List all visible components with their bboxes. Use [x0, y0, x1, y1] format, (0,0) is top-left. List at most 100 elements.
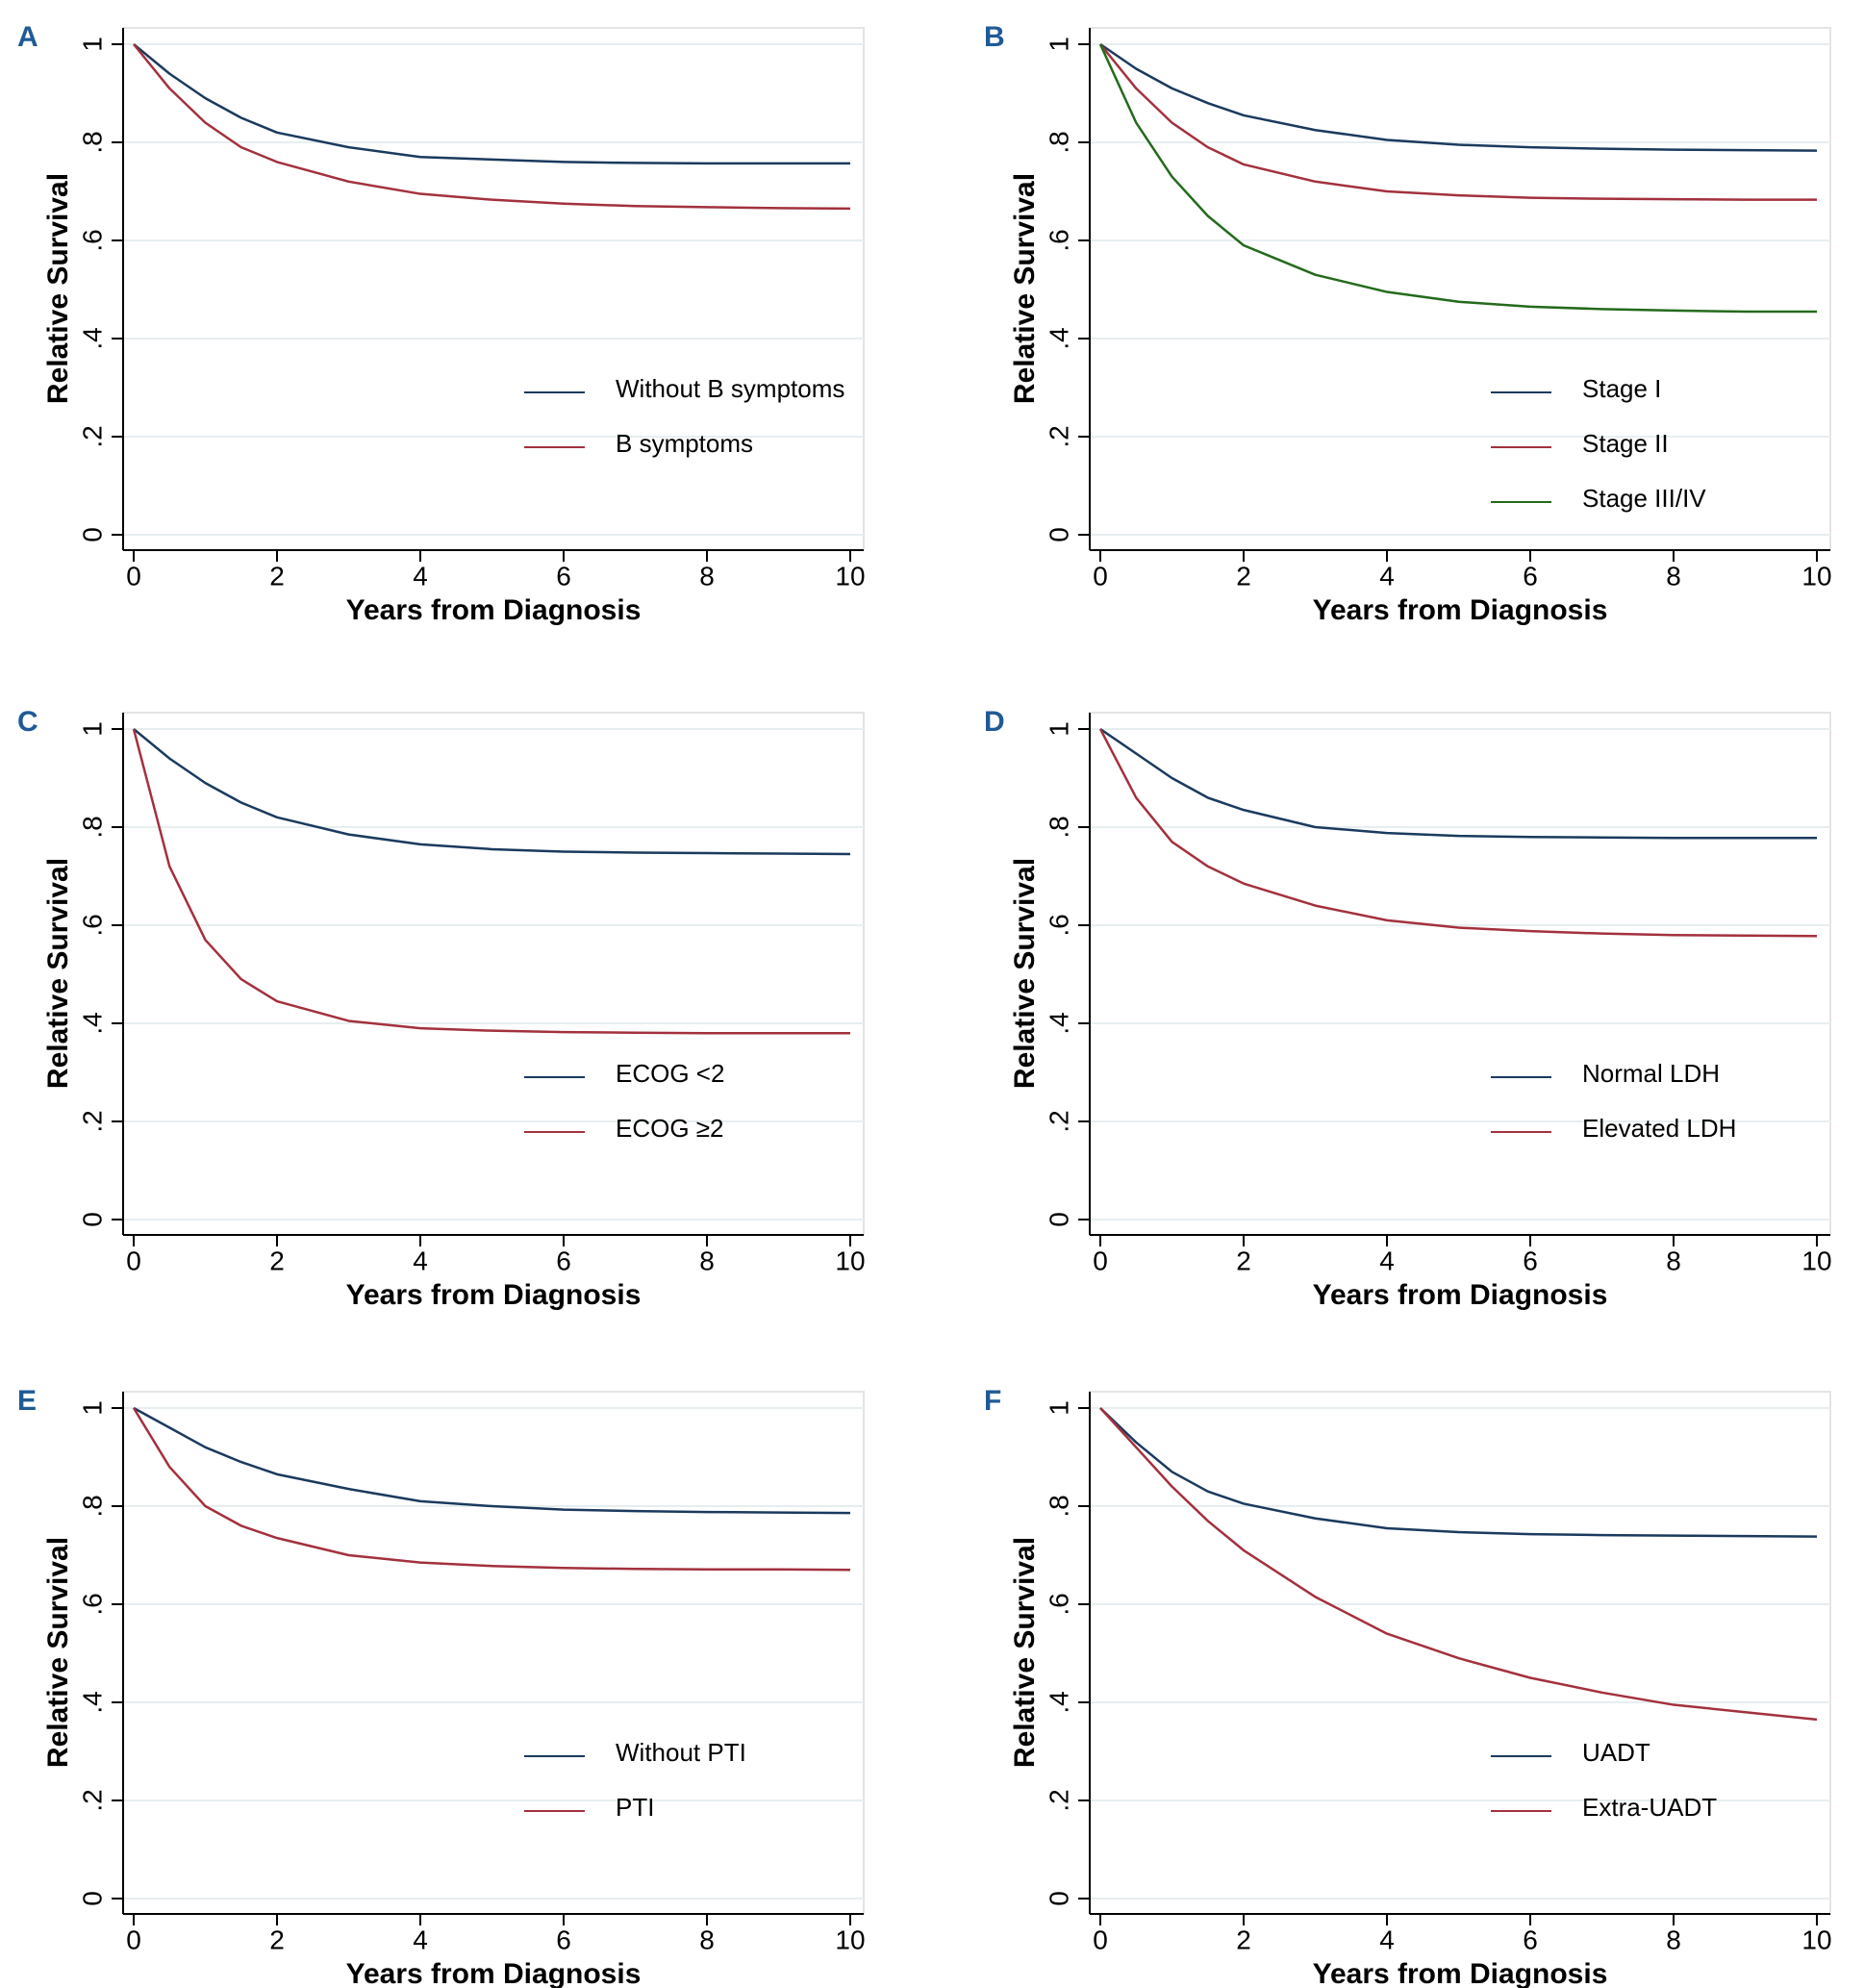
y-tick-label: .6 — [77, 914, 107, 936]
x-tick-label: 6 — [556, 561, 571, 591]
x-tick-label: 2 — [1236, 1246, 1251, 1275]
x-tick-label: 0 — [126, 1925, 141, 1954]
panel-label: E — [17, 1385, 37, 1417]
y-tick-label: 1 — [1044, 1400, 1073, 1416]
y-tick-label: .2 — [1044, 425, 1073, 447]
y-axis-title: Relative Survival — [42, 1537, 74, 1768]
plot-frame — [1089, 1391, 1831, 1915]
y-tick-label: .4 — [77, 1691, 107, 1713]
y-tick-label: 1 — [77, 721, 107, 737]
series-line — [132, 1407, 851, 1572]
x-axis-title: Years from Diagnosis — [1313, 1279, 1608, 1311]
legend-label: Without PTI — [616, 1738, 746, 1767]
x-tick-label: 2 — [269, 561, 285, 591]
y-tick-label: .8 — [1044, 1495, 1073, 1517]
panel-label: F — [984, 1385, 1001, 1417]
x-tick-label: 8 — [699, 1246, 715, 1275]
x-tick-label: 4 — [1379, 1925, 1395, 1954]
y-axis-title: Relative Survival — [1009, 858, 1041, 1089]
series-line — [1098, 43, 1817, 314]
y-axis-title: Relative Survival — [1009, 173, 1041, 404]
y-tick-label: 1 — [1044, 721, 1073, 737]
y-axis-title: Relative Survival — [42, 173, 74, 404]
legend-label: B symptoms — [616, 429, 753, 458]
x-tick-label: 0 — [126, 561, 141, 591]
y-tick-label: .2 — [77, 1789, 107, 1811]
y-tick-label: 0 — [1044, 527, 1073, 542]
legend-label: Stage III/IV — [1582, 484, 1706, 513]
x-tick-label: 10 — [1801, 1925, 1831, 1954]
x-tick-label: 6 — [1523, 561, 1538, 591]
x-tick-label: 8 — [699, 561, 715, 591]
y-tick-label: 1 — [1044, 37, 1073, 52]
y-tick-label: .8 — [77, 1495, 107, 1517]
legend-label: ECOG ≥2 — [616, 1114, 724, 1143]
x-tick-label: 2 — [1236, 1925, 1251, 1954]
x-tick-label: 0 — [1093, 1925, 1108, 1954]
x-tick-label: 8 — [1666, 561, 1681, 591]
plot-frame — [1089, 27, 1831, 551]
legend-label: Stage II — [1582, 429, 1669, 458]
x-tick-label: 4 — [413, 1246, 428, 1275]
legend-label: Elevated LDH — [1582, 1114, 1736, 1143]
x-tick-label: 10 — [835, 1925, 865, 1954]
plot-frame — [122, 712, 865, 1236]
series-line — [1098, 728, 1818, 938]
series-line — [133, 1406, 851, 1515]
y-tick-label: .2 — [1044, 1789, 1073, 1811]
legend-label: PTI — [616, 1793, 654, 1822]
x-tick-label: 4 — [413, 1925, 428, 1954]
x-tick-label: 0 — [1093, 561, 1108, 591]
x-axis-title: Years from Diagnosis — [346, 594, 642, 626]
y-tick-label: .8 — [77, 816, 107, 838]
series-line — [132, 728, 850, 1035]
y-tick-label: .4 — [77, 1012, 107, 1034]
y-tick-label: .6 — [77, 229, 107, 251]
x-tick-label: 6 — [1523, 1925, 1538, 1954]
series-line — [133, 43, 851, 211]
legend-label: UADT — [1582, 1738, 1650, 1767]
y-tick-label: .4 — [77, 327, 107, 349]
x-tick-label: 10 — [835, 561, 865, 591]
x-axis-title: Years from Diagnosis — [346, 1279, 642, 1311]
x-tick-label: 4 — [1379, 1246, 1395, 1275]
x-tick-label: 8 — [1666, 1246, 1681, 1275]
y-tick-label: 1 — [77, 1400, 107, 1416]
x-tick-label: 10 — [1801, 1246, 1831, 1275]
x-tick-label: 6 — [556, 1246, 571, 1275]
y-tick-label: .2 — [77, 425, 107, 447]
y-axis-title: Relative Survival — [42, 858, 74, 1089]
panel-label: A — [17, 21, 38, 53]
y-tick-label: .6 — [1044, 1593, 1073, 1615]
legend-label: Normal LDH — [1582, 1059, 1720, 1088]
x-tick-label: 6 — [1523, 1246, 1538, 1275]
y-tick-label: .2 — [77, 1110, 107, 1132]
series-line — [1099, 1407, 1818, 1538]
series-line — [1099, 727, 1817, 840]
y-tick-label: 0 — [1044, 1891, 1073, 1906]
panel-label: D — [984, 706, 1005, 738]
x-tick-label: 4 — [1379, 561, 1395, 591]
series-line — [133, 728, 851, 856]
x-tick-label: 8 — [699, 1925, 715, 1954]
y-tick-label: 0 — [1044, 1212, 1073, 1227]
plot-frame — [122, 1391, 865, 1915]
y-tick-label: .8 — [1044, 816, 1073, 838]
x-axis-title: Years from Diagnosis — [1313, 1958, 1608, 1988]
x-tick-label: 8 — [1666, 1925, 1681, 1954]
panel-label: B — [984, 21, 1005, 53]
plot-frame — [122, 27, 865, 551]
series-line — [1099, 42, 1818, 152]
y-axis-title: Relative Survival — [1009, 1537, 1041, 1768]
x-axis-title: Years from Diagnosis — [1313, 594, 1608, 626]
y-tick-label: .8 — [1044, 131, 1073, 153]
x-axis-title: Years from Diagnosis — [346, 1958, 642, 1988]
y-tick-label: .4 — [1044, 1691, 1073, 1713]
y-tick-label: 0 — [77, 1212, 107, 1227]
x-tick-label: 2 — [269, 1246, 285, 1275]
y-tick-label: .6 — [1044, 229, 1073, 251]
